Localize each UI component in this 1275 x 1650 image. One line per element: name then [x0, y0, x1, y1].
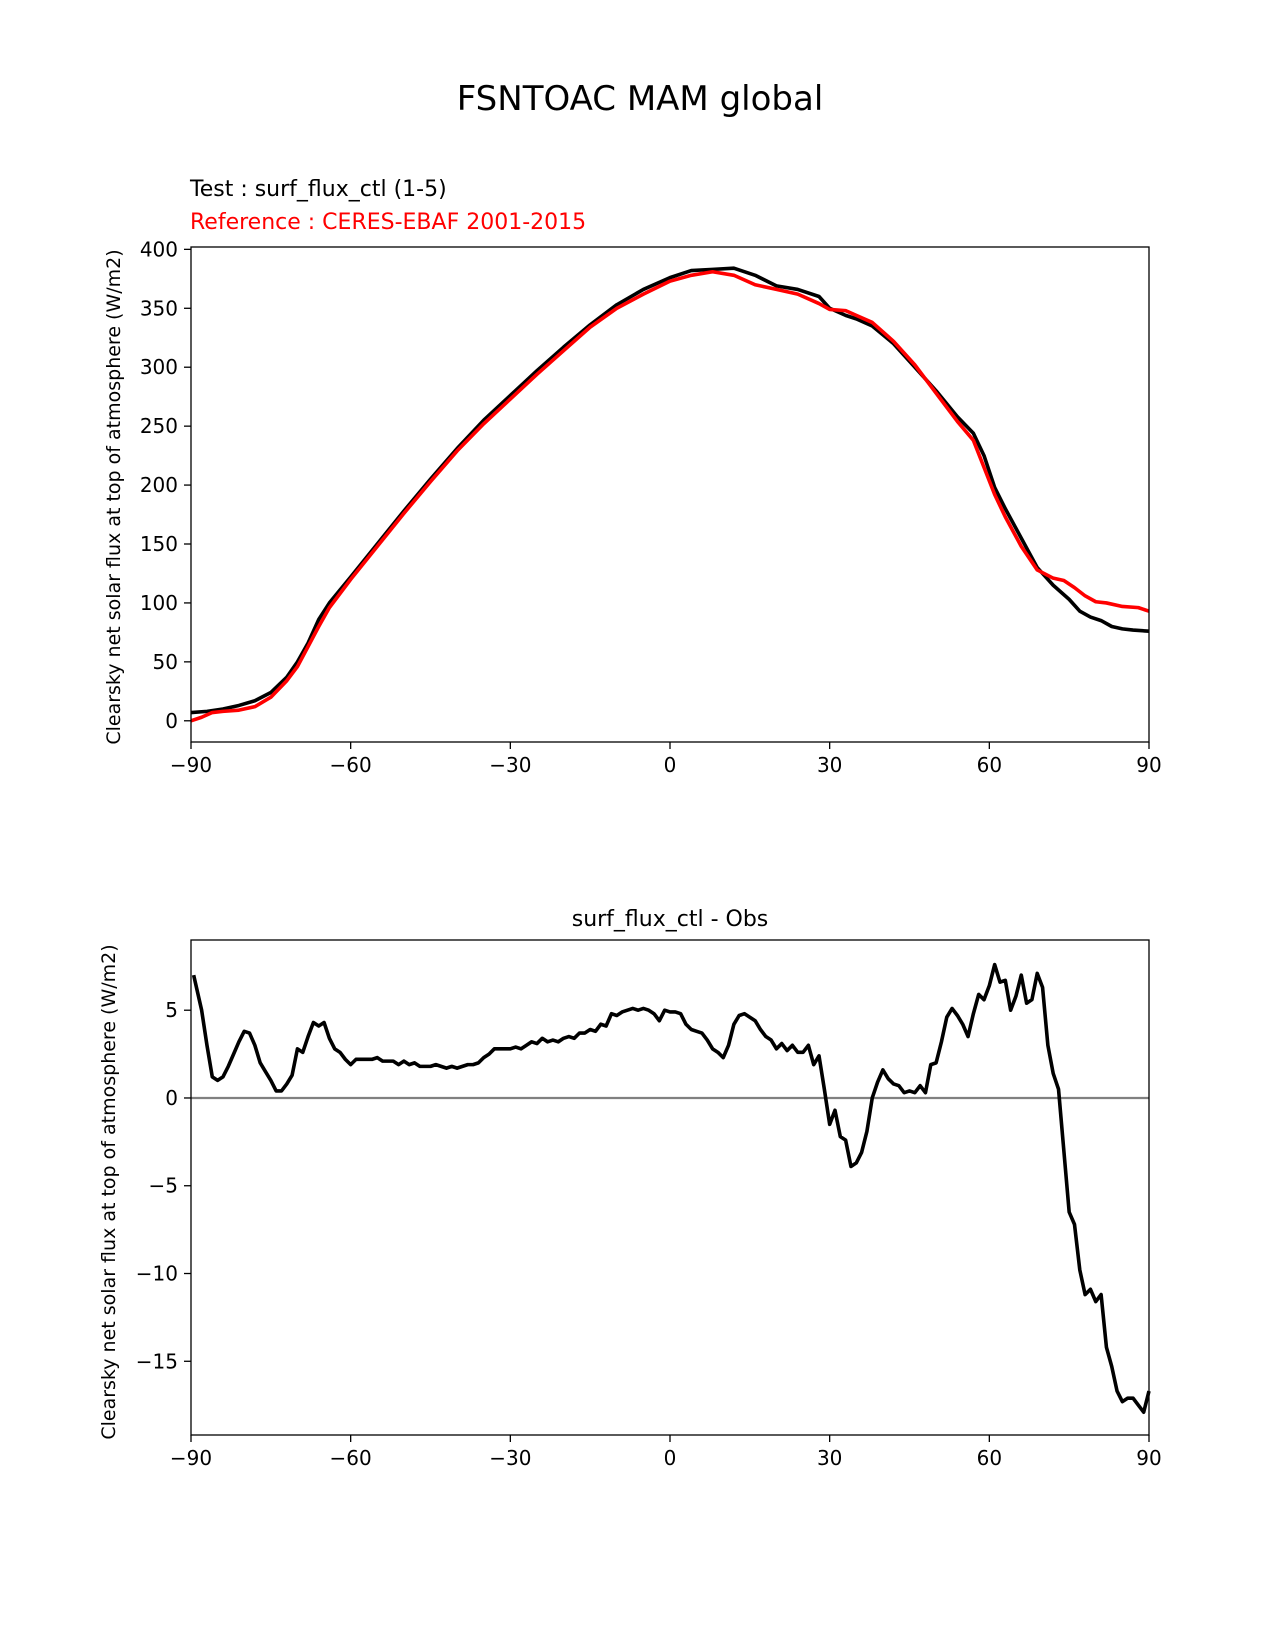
bottom-axes-frame — [190, 939, 1150, 1436]
test-series-line — [190, 266, 1150, 715]
bottom-panel: surf_flux_ctl - Obs Clearsky net solar f… — [98, 907, 1162, 1470]
y-tick-label: 5 — [165, 998, 178, 1022]
y-tick-label: 0 — [165, 709, 178, 733]
y-tick-label: 400 — [140, 237, 178, 261]
y-tick-label: 300 — [140, 355, 178, 379]
x-tick-label: 60 — [977, 753, 1002, 777]
top-ylabel: Clearsky net solar flux at top of atmosp… — [103, 249, 125, 744]
x-tick-label: 0 — [664, 753, 677, 777]
y-tick-label: 100 — [140, 591, 178, 615]
test-title: Test : surf_flux_ctl (1-5) — [189, 177, 447, 202]
difference-series-line — [191, 962, 1151, 1414]
bottom-plot-area: −90 −60 −30 0 30 60 90 −15 −10 −5 0 5 — [136, 962, 1162, 1470]
figure-title: FSNTOAC MAM global — [457, 79, 824, 119]
reference-title: Reference : CERES-EBAF 2001-2015 — [190, 210, 586, 235]
x-tick-label: −30 — [489, 753, 531, 777]
x-tick-label: 60 — [977, 1446, 1002, 1470]
x-tick-label: −60 — [330, 1446, 372, 1470]
y-tick-label: 250 — [140, 414, 178, 438]
x-tick-label: 90 — [1136, 1446, 1161, 1470]
top-panel: Test : surf_flux_ctl (1-5) Reference : C… — [103, 177, 1162, 777]
difference-title: surf_flux_ctl - Obs — [572, 907, 769, 932]
y-tick-label: 0 — [165, 1086, 178, 1110]
y-tick-label: 350 — [140, 296, 178, 320]
x-tick-label: −90 — [170, 1446, 212, 1470]
x-tick-label: 0 — [664, 1446, 677, 1470]
top-axes-frame — [190, 246, 1150, 743]
x-tick-label: 30 — [817, 753, 842, 777]
reference-series-line — [190, 269, 1150, 723]
y-tick-label: −15 — [136, 1349, 178, 1373]
x-tick-label: −60 — [330, 753, 372, 777]
bottom-ylabel: Clearsky net solar flux at top of atmosp… — [98, 944, 120, 1439]
y-tick-label: −5 — [149, 1174, 178, 1198]
y-tick-label: 150 — [140, 532, 178, 556]
x-tick-label: −90 — [170, 753, 212, 777]
x-tick-label: 30 — [817, 1446, 842, 1470]
y-tick-label: −10 — [136, 1262, 178, 1286]
top-plot-area: −90 −60 −30 0 30 60 90 0 50 100 150 200 250 300 350 400 — [140, 237, 1162, 777]
y-tick-label: 200 — [140, 473, 178, 497]
y-tick-label: 50 — [153, 650, 178, 674]
x-tick-label: 90 — [1136, 753, 1161, 777]
x-tick-label: −30 — [489, 1446, 531, 1470]
